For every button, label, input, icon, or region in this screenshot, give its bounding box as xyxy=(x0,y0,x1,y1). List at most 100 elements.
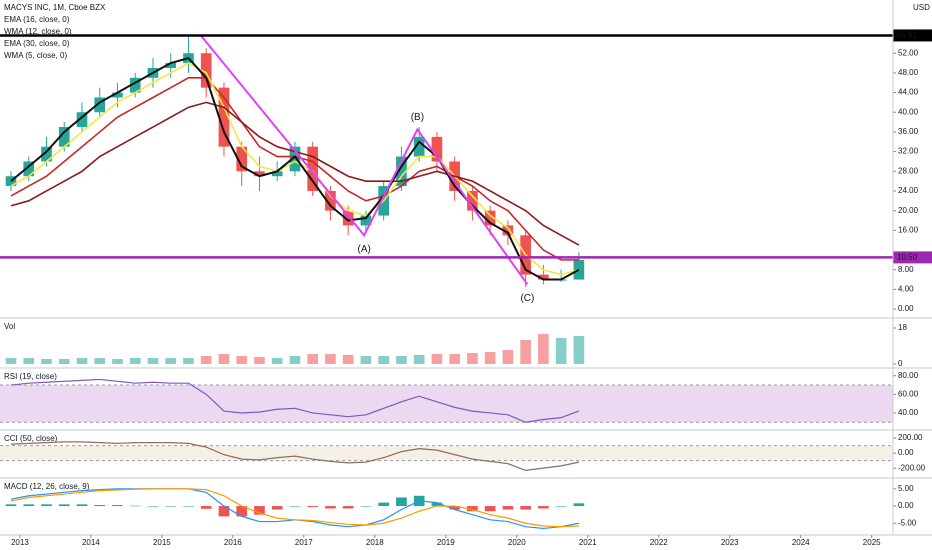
volume-bar xyxy=(112,359,123,364)
volume-bar xyxy=(573,336,585,364)
y-tick-label: 40.00 xyxy=(898,107,919,116)
x-tick-label: 2023 xyxy=(721,538,739,547)
volume-bar xyxy=(94,358,106,364)
y-tick-label: 36.00 xyxy=(898,127,919,136)
x-tick-label: 2014 xyxy=(82,538,100,547)
volume-bar xyxy=(165,358,177,364)
volume-bar xyxy=(271,358,283,364)
volume-bar xyxy=(41,359,52,364)
candle-body xyxy=(236,146,248,172)
macd-histogram-bar xyxy=(467,506,478,512)
y-tick-label: 52.00 xyxy=(898,48,919,57)
y-tick-label: 16.00 xyxy=(898,225,919,234)
volume-bar xyxy=(396,356,407,364)
macd-histogram-bar xyxy=(183,506,194,507)
macd-histogram-bar xyxy=(325,506,336,509)
candle-body xyxy=(165,63,177,68)
candle-body xyxy=(360,215,372,226)
volume-bar xyxy=(538,334,549,364)
macd-histogram-bar xyxy=(449,506,460,510)
y-tick-label: 0.00 xyxy=(898,304,914,313)
macd-histogram-bar xyxy=(76,504,88,507)
candle-body xyxy=(41,146,52,162)
legend-entry: WMA (12, close, 0) xyxy=(4,27,72,36)
macd-histogram-bar xyxy=(342,506,354,509)
price-label-bg xyxy=(893,251,932,264)
legend-entry: WMA (5, close, 0) xyxy=(4,51,67,60)
volume-bar xyxy=(378,356,390,364)
x-tick-label: 2024 xyxy=(792,538,810,547)
macd-histogram-bar xyxy=(129,505,141,507)
y-tick-label: 20.00 xyxy=(898,206,919,215)
indicator-line xyxy=(10,441,580,472)
x-tick-label: 2018 xyxy=(366,538,384,547)
candle-body xyxy=(58,127,70,147)
legend-entry: EMA (30, close, 0) xyxy=(4,39,70,48)
indicator-line xyxy=(10,62,580,276)
y-tick-label: 18 xyxy=(898,323,907,332)
volume-bar xyxy=(484,352,496,364)
volume-bar xyxy=(342,355,354,364)
abc-pattern xyxy=(200,34,529,286)
x-tick-label: 2019 xyxy=(437,538,455,547)
y-tick-label: 0.00 xyxy=(898,448,914,457)
pattern-label: (C) xyxy=(520,293,534,304)
candle-body xyxy=(396,156,407,187)
macd-histogram-bar xyxy=(538,506,549,509)
indicator-line xyxy=(10,378,580,423)
macd-histogram-bar xyxy=(502,506,514,510)
macd-histogram-bar xyxy=(200,506,212,509)
volume-bar xyxy=(58,359,70,364)
candle-body xyxy=(254,171,265,177)
volume-bar xyxy=(254,357,265,364)
candle-body xyxy=(502,225,514,236)
volume-bar xyxy=(129,358,141,364)
x-tick-label: 2020 xyxy=(508,538,526,547)
pane-title: Vol xyxy=(4,322,15,331)
macd-histogram-bar xyxy=(307,506,319,508)
y-tick-label: 48.00 xyxy=(898,68,919,77)
volume-bar xyxy=(147,358,159,364)
volume-bar xyxy=(502,350,514,364)
y-tick-label: 4.00 xyxy=(898,285,914,294)
macd-histogram-bar xyxy=(484,506,496,512)
volume-bar xyxy=(183,358,194,364)
x-tick-label: 2022 xyxy=(650,538,668,547)
y-tick-label: 40.00 xyxy=(898,408,919,417)
macd-histogram-bar xyxy=(165,506,177,507)
macd-histogram-bar xyxy=(289,506,301,507)
x-tick-label: 2021 xyxy=(579,538,597,547)
macd-histogram-bar xyxy=(271,506,283,510)
price-label: 55.61 xyxy=(897,31,918,40)
y-tick-label: -200.00 xyxy=(898,463,926,472)
volume-bar xyxy=(555,338,567,364)
y-tick-label: -5.00 xyxy=(898,518,917,527)
macd-histogram-bar xyxy=(555,506,567,507)
x-tick-label: 2017 xyxy=(295,538,313,547)
pattern-label: (A) xyxy=(357,244,370,255)
volume-bar xyxy=(325,354,336,364)
pane-title: MACD (12, 26, close, 9) xyxy=(4,482,90,491)
y-tick-label: 44.00 xyxy=(898,88,919,97)
y-tick-label: 8.00 xyxy=(898,265,914,274)
y-tick-label: 5.00 xyxy=(898,484,914,493)
y-tick-label: 200.00 xyxy=(898,433,923,442)
macd-line xyxy=(10,488,579,528)
macd-histogram-bar xyxy=(236,506,248,517)
macd-histogram-bar xyxy=(58,504,70,507)
candle-body xyxy=(431,136,443,162)
legend-entry: EMA (16, close, 0) xyxy=(4,15,70,24)
macd-histogram-bar xyxy=(41,504,52,507)
volume-bar xyxy=(236,356,248,364)
volume-bar xyxy=(413,355,425,364)
y-tick-label: 0.00 xyxy=(898,501,914,510)
macd-histogram-bar xyxy=(254,506,265,515)
band xyxy=(0,385,893,423)
volume-bar xyxy=(23,358,35,364)
candle-body xyxy=(200,53,212,88)
candle-body xyxy=(112,92,123,98)
volume-bar xyxy=(449,354,460,364)
macd-histogram-bar xyxy=(431,502,443,507)
x-tick-label: 2013 xyxy=(11,538,29,547)
